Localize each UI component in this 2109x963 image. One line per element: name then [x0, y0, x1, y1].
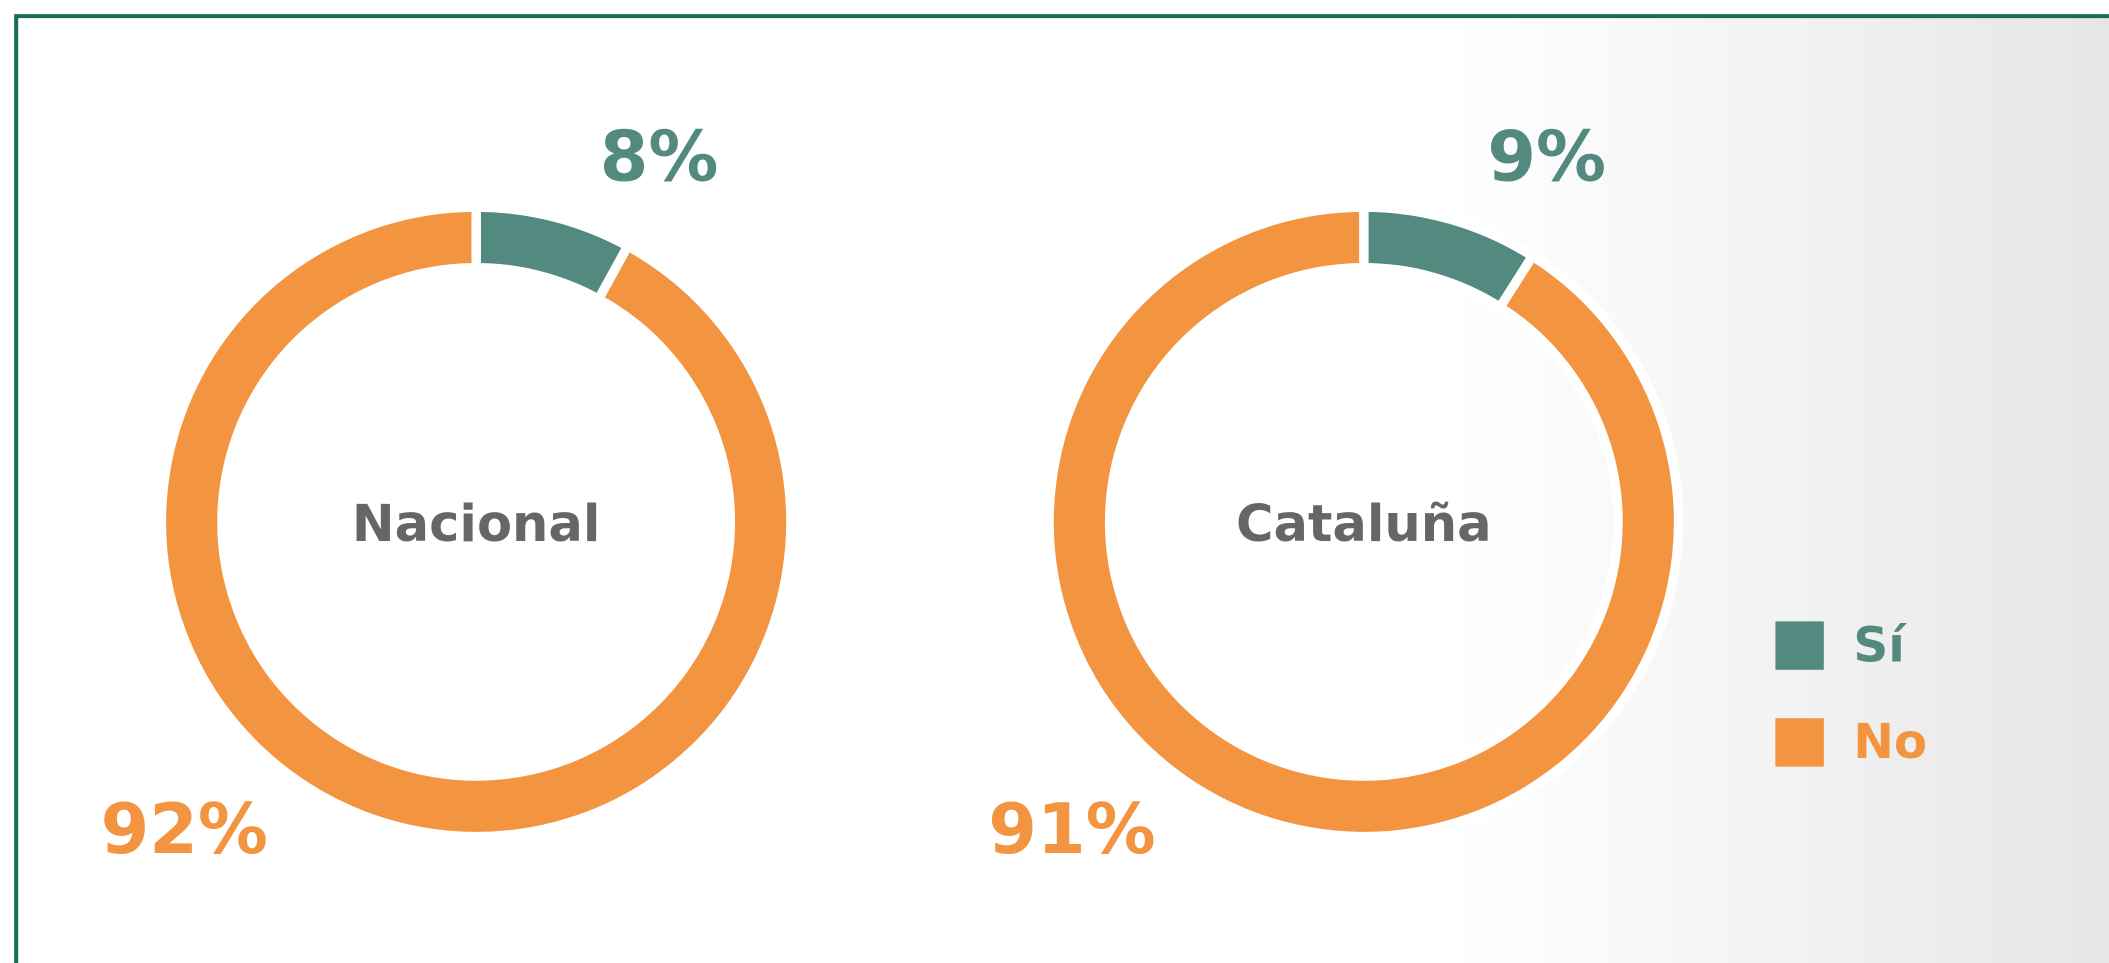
- donut-title: Cataluña: [1236, 495, 1492, 554]
- legend-swatch: [1775, 718, 1823, 766]
- chart: 8% 92% Nacional 9% 91% Cataluña Sí No: [0, 0, 2109, 963]
- value-label: 92%: [101, 789, 268, 870]
- value-label: 8%: [600, 116, 719, 197]
- legend-label: No: [1853, 714, 1927, 770]
- legend-swatch: [1775, 621, 1823, 669]
- value-label: 91%: [988, 789, 1155, 870]
- value-label: 9%: [1487, 116, 1606, 197]
- donut-title: Nacional: [352, 495, 601, 554]
- legend-label: Sí: [1853, 617, 1907, 673]
- page: 8%92%Nacional9%91%CataluñaSíNo (() => { …: [0, 0, 2109, 963]
